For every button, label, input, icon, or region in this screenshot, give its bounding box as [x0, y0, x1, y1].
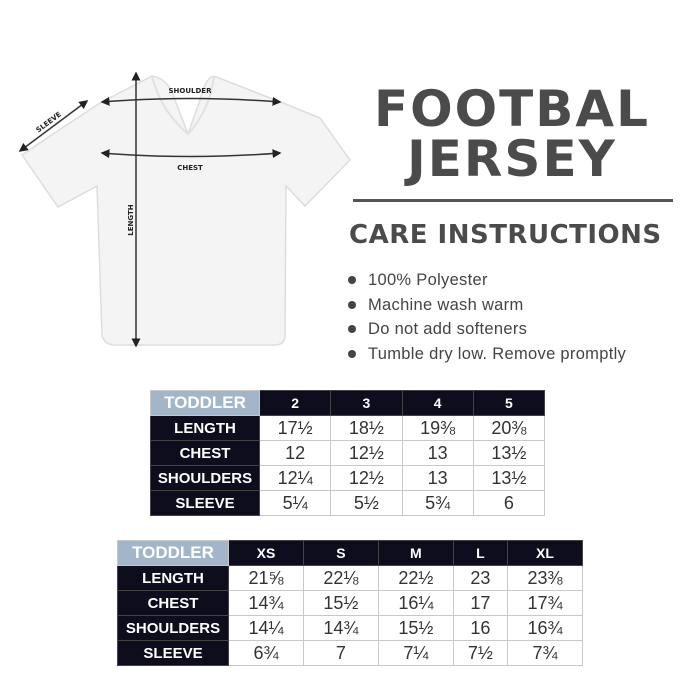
chest-label: CHEST: [177, 164, 203, 172]
table-row: SHOULDERS 14¼ 14¾ 15½ 16 16¾: [117, 615, 584, 641]
chest-arrow: [100, 149, 282, 159]
bullet-icon: [348, 300, 356, 309]
row-label: LENGTH: [117, 565, 229, 591]
measurement-cell: 6: [472, 490, 546, 516]
measurement-cell: 18½: [330, 415, 403, 441]
size-header: XS: [228, 540, 304, 566]
size-header: 5: [472, 390, 546, 416]
row-label: SLEEVE: [117, 640, 229, 666]
row-label: CHEST: [150, 440, 260, 466]
measurement-cell: 13½: [472, 465, 546, 491]
size-header: S: [302, 540, 379, 566]
shoulder-arrow: [100, 96, 282, 106]
measurement-cell: 5¼: [258, 490, 332, 516]
measurement-cell: 13: [401, 465, 474, 491]
measurement-cell: 13½: [472, 440, 546, 466]
row-label: SLEEVE: [150, 490, 260, 516]
size-header: 2: [258, 390, 332, 416]
size-header: 4: [401, 390, 474, 416]
measurement-cell: 17: [452, 590, 508, 616]
corner-label: TODDLER: [150, 390, 260, 416]
row-label: SHOULDERS: [150, 465, 260, 491]
measurement-cell: 23⅜: [506, 565, 584, 591]
measurement-cell: 13: [401, 440, 474, 466]
table-row: LENGTH 21⅝ 22⅛ 22½ 23 23⅜: [117, 565, 584, 591]
size-table-toddler-numeric: TODDLER 2 3 4 5 LENGTH 17½ 18½ 19⅜ 20⅜ CHEST 12 12½ 1…: [150, 390, 546, 516]
measurement-cell: 7¼: [377, 640, 454, 666]
care-item: Machine wash warm: [348, 293, 626, 318]
size-header-row: TODDLER XS S M L XL: [117, 540, 584, 566]
care-item: Do not add softeners: [348, 317, 626, 342]
measurement-cell: 7¾: [506, 640, 584, 666]
care-item: Tumble dry low. Remove promptly: [348, 342, 626, 367]
bullet-icon: [348, 325, 356, 334]
shoulder-label: SHOULDER: [169, 87, 213, 95]
divider: [353, 199, 673, 202]
row-label: LENGTH: [150, 415, 260, 441]
measurement-cell: 21⅝: [228, 565, 304, 591]
measurement-cell: 15½: [377, 615, 454, 641]
measurement-cell: 12¼: [258, 465, 332, 491]
size-header: L: [452, 540, 508, 566]
care-list: 100% Polyester Machine wash warm Do not …: [348, 268, 626, 366]
row-label: SHOULDERS: [117, 615, 229, 641]
measurement-cell: 16: [452, 615, 508, 641]
measurement-cell: 6¾: [228, 640, 304, 666]
table-row: CHEST 14¾ 15½ 16¼ 17 17¾: [117, 590, 584, 616]
measurement-cell: 12: [258, 440, 332, 466]
measurement-cell: 5¾: [401, 490, 474, 516]
size-header: 3: [330, 390, 403, 416]
measurement-cell: 7: [302, 640, 379, 666]
size-header-row: TODDLER 2 3 4 5: [150, 390, 546, 416]
care-heading: CARE INSTRUCTIONS: [349, 220, 662, 250]
bullet-icon: [348, 276, 356, 285]
care-item: 100% Polyester: [348, 268, 626, 293]
size-table-toddler-letter: TODDLER XS S M L XL LENGTH 21⅝ 22⅛ 22½ 23 23⅜ CHEST 1…: [117, 540, 584, 666]
title-line-1: FOOTBAL: [374, 80, 650, 138]
jersey-diagram: SHOULDER CHEST SLEEVE LENGTH: [18, 71, 351, 348]
measurement-cell: 7½: [452, 640, 508, 666]
title-line-2: JERSEY: [407, 130, 617, 188]
measurement-cell: 17½: [258, 415, 332, 441]
measurement-cell: 22⅛: [302, 565, 379, 591]
measurement-cell: 12½: [330, 440, 403, 466]
measurement-cell: 19⅜: [401, 415, 474, 441]
measurement-cell: 20⅜: [472, 415, 546, 441]
measurement-cell: 14¼: [228, 615, 304, 641]
measurement-cell: 23: [452, 565, 508, 591]
jersey-shape: [20, 75, 351, 346]
table-row: SLEEVE 5¼ 5½ 5¾ 6: [150, 490, 546, 516]
measurement-cell: 15½: [302, 590, 379, 616]
measurement-cell: 16¼: [377, 590, 454, 616]
measurement-cell: 22½: [377, 565, 454, 591]
sleeve-arrow: [18, 100, 89, 152]
measurement-cell: 14¾: [228, 590, 304, 616]
bullet-icon: [348, 349, 356, 358]
measurement-cell: 12½: [330, 465, 403, 491]
size-header: XL: [506, 540, 584, 566]
size-header: M: [377, 540, 454, 566]
measurement-cell: 5½: [330, 490, 403, 516]
table-row: SHOULDERS 12¼ 12½ 13 13½: [150, 465, 546, 491]
corner-label: TODDLER: [117, 540, 229, 566]
table-row: SLEEVE 6¾ 7 7¼ 7½ 7¾: [117, 640, 584, 666]
table-row: LENGTH 17½ 18½ 19⅜ 20⅜: [150, 415, 546, 441]
length-label: LENGTH: [127, 204, 135, 235]
row-label: CHEST: [117, 590, 229, 616]
measurement-cell: 14¾: [302, 615, 379, 641]
measurement-cell: 16¾: [506, 615, 584, 641]
table-row: CHEST 12 12½ 13 13½: [150, 440, 546, 466]
measurement-cell: 17¾: [506, 590, 584, 616]
